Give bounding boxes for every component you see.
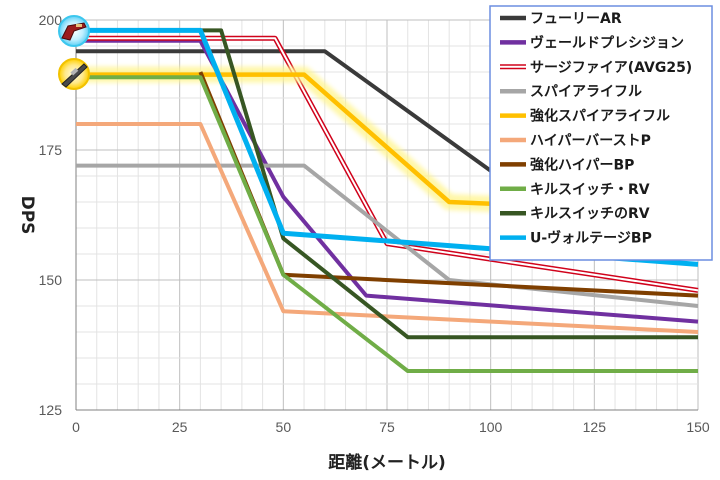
series-line: [76, 122, 699, 334]
legend-item: 強化スパイアライフル: [500, 108, 670, 125]
series-1: [76, 38, 699, 324]
legend-label: サージファイア(AVG25): [530, 60, 692, 76]
series-5: [76, 122, 699, 334]
legend-item: 強化ハイパーBP: [500, 156, 634, 173]
y-tick-label: 125: [39, 402, 63, 418]
y-axis-title: DPS: [17, 196, 37, 235]
x-tick-label: 50: [276, 419, 292, 435]
legend-label: U-ヴォルテージBP: [530, 230, 652, 247]
x-tick-label: 25: [172, 419, 188, 435]
y-tick-label: 175: [39, 142, 63, 158]
series-line: [76, 163, 699, 308]
y-tick-label: 200: [39, 12, 63, 28]
legend-label: ハイパーバーストP: [530, 133, 651, 149]
legend-item: フューリーAR: [500, 11, 622, 27]
series-7: [76, 75, 698, 373]
x-tick-label: 150: [686, 419, 710, 435]
x-tick-label: 0: [72, 419, 80, 435]
x-tick-label: 125: [583, 419, 607, 435]
legend-label: 強化ハイパーBP: [530, 156, 634, 173]
weapon-icon-red-rifle-icon: [58, 15, 90, 47]
weapon-icon-gold-rifle-icon: [58, 58, 90, 90]
series-line-inner: [76, 37, 699, 292]
legend-item: サージファイア(AVG25): [500, 60, 692, 76]
series-2: [76, 35, 699, 293]
series-3: [76, 163, 699, 308]
series-line: [76, 38, 699, 324]
legend-label: スパイアライフル: [530, 84, 642, 100]
x-axis-title: 距離(メートル): [328, 452, 446, 473]
legend-label: 強化スパイアライフル: [530, 108, 670, 125]
legend-item: ハイパーバーストP: [500, 133, 651, 149]
legend-item: キルスイッチ・RV: [500, 182, 650, 198]
legend-item: U-ヴォルテージBP: [500, 230, 652, 247]
x-tick-label: 100: [479, 419, 503, 435]
legend-label: キルスイッチのRV: [530, 206, 650, 222]
legend-label: ヴェールドプレシジョン: [530, 34, 684, 51]
y-tick-label: 150: [39, 272, 63, 288]
legend-item: スパイアライフル: [500, 84, 642, 100]
legend-item: キルスイッチのRV: [500, 206, 650, 222]
legend-label: キルスイッチ・RV: [530, 182, 650, 198]
x-tick-label: 75: [379, 419, 395, 435]
legend-label: フューリーAR: [530, 11, 622, 27]
axes: 0 25 50 75 100 125 150 125 150 175 200: [39, 12, 710, 435]
legend-box: [489, 5, 713, 261]
series-line: [76, 75, 698, 373]
legend-item: ヴェールドプレシジョン: [500, 34, 684, 51]
